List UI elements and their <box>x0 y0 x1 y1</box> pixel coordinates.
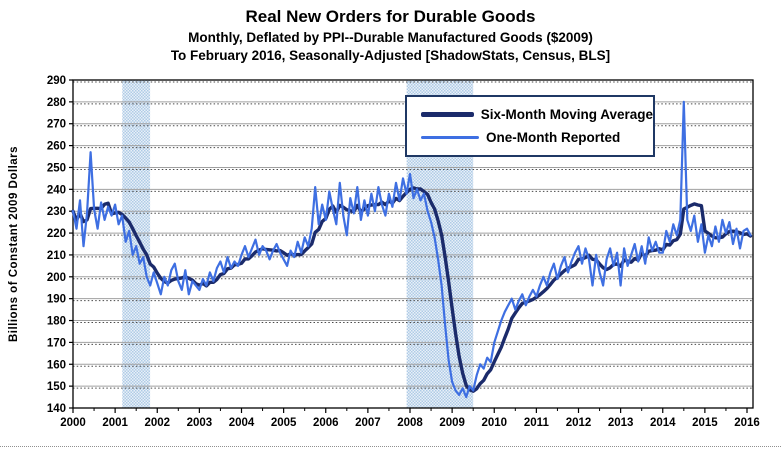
y-tick-label: 180 <box>47 316 66 328</box>
y-tick-label: 190 <box>47 294 66 306</box>
chart-subtitle-line1: Monthly, Deflated by PPI--Durable Manufa… <box>188 29 593 45</box>
x-tick-label: 2008 <box>397 417 423 429</box>
x-tick-label: 2004 <box>229 417 255 429</box>
chart-title: Real New Orders for Durable Goods <box>245 7 536 26</box>
legend-label-one-month: One-Month Reported <box>486 130 621 145</box>
x-tick-label: 2000 <box>60 417 86 429</box>
bottom-dotted-rule <box>0 446 781 447</box>
y-tick-label: 150 <box>47 381 66 393</box>
one-month-line-swatch <box>421 136 479 139</box>
x-tick-label: 2002 <box>144 417 170 429</box>
y-tick-label: 260 <box>47 141 66 153</box>
y-tick-label: 140 <box>47 403 66 415</box>
series-line-one-month <box>71 100 752 399</box>
x-tick-label: 2010 <box>481 417 507 429</box>
recession-band <box>122 80 151 408</box>
chart-subtitle-line2: To February 2016, Seasonally-Adjusted [S… <box>170 48 611 64</box>
legend-label-six-month: Six-Month Moving Average <box>480 107 653 122</box>
six-month-line-swatch <box>421 112 474 117</box>
x-tick-label: 2007 <box>355 417 381 429</box>
x-tick-label: 2015 <box>692 417 718 429</box>
y-tick-label: 280 <box>47 97 66 109</box>
y-tick-label: 200 <box>47 272 66 284</box>
y-tick-label: 170 <box>47 337 66 349</box>
x-tick-label: 2006 <box>313 417 339 429</box>
y-tick-label: 160 <box>47 359 66 371</box>
y-tick-label: 290 <box>47 75 66 87</box>
y-tick-label: 270 <box>47 119 66 131</box>
legend-item-six-month: Six-Month Moving Average <box>421 107 653 122</box>
x-tick-label: 2016 <box>734 417 760 429</box>
x-tick-label: 2001 <box>102 417 128 429</box>
y-tick-label: 220 <box>47 228 66 240</box>
y-tick-label: 230 <box>47 206 66 218</box>
x-tick-label: 2014 <box>650 417 676 429</box>
y-tick-label: 240 <box>47 184 66 196</box>
title-block: Real New Orders for Durable Goods Monthl… <box>0 6 781 65</box>
x-tick-label: 2003 <box>187 417 213 429</box>
x-tick-label: 2009 <box>439 417 465 429</box>
plot-border <box>72 79 754 409</box>
x-tick-label: 2005 <box>271 417 297 429</box>
x-tick-label: 2012 <box>566 417 592 429</box>
x-tick-label: 2011 <box>524 417 550 429</box>
y-tick-label: 250 <box>47 162 66 174</box>
legend-item-one-month: One-Month Reported <box>421 130 653 145</box>
y-tick-label: 210 <box>47 250 66 262</box>
x-tick-label: 2013 <box>608 417 634 429</box>
legend: Six-Month Moving Average One-Month Repor… <box>405 95 655 157</box>
